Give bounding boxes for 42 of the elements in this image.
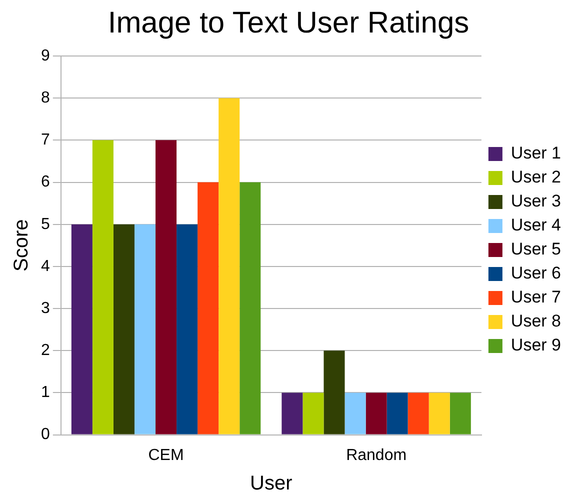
bar [134,224,156,434]
legend-label: User 2 [510,168,562,187]
chart-title: Image to Text User Ratings [108,6,470,40]
y-tick-label: 1 [40,384,50,402]
bar [282,392,303,434]
bar [408,392,429,434]
bar [198,182,219,434]
y-tick-label: 6 [40,174,50,191]
y-tick-label: 5 [40,216,50,233]
legend-label: User 4 [510,216,562,235]
y-tick-label: 3 [40,300,50,317]
x-axis-title: User [250,472,293,495]
bar [71,224,92,434]
bar [366,392,387,434]
legend-label: User 9 [510,336,562,355]
legend-label: User 1 [510,144,562,163]
legend-label: User 7 [510,288,562,307]
y-tick-label: 2 [40,342,50,360]
bar [386,392,408,434]
bar [302,392,324,434]
bar [324,350,345,434]
bar [240,182,261,434]
y-tick-label: 9 [40,47,50,64]
legend-label: User 8 [510,312,562,331]
legend-label: User 6 [510,264,562,283]
x-tick-label: Random [346,446,407,464]
bar [450,392,471,434]
legend-label: User 3 [510,192,562,211]
bar [344,392,366,434]
bar [218,98,240,434]
legend-label: User 5 [510,240,562,259]
y-tick-label: 8 [40,89,50,106]
bar [92,140,114,434]
x-tick-label: CEM [148,446,184,464]
bar [428,392,450,434]
bar [176,224,198,434]
y-tick-label: 7 [40,132,50,149]
y-tick-label: 4 [40,258,50,275]
bar [113,224,134,434]
y-tick-label: 0 [40,426,50,444]
bar [156,140,177,434]
y-axis-title: Score [10,219,33,272]
